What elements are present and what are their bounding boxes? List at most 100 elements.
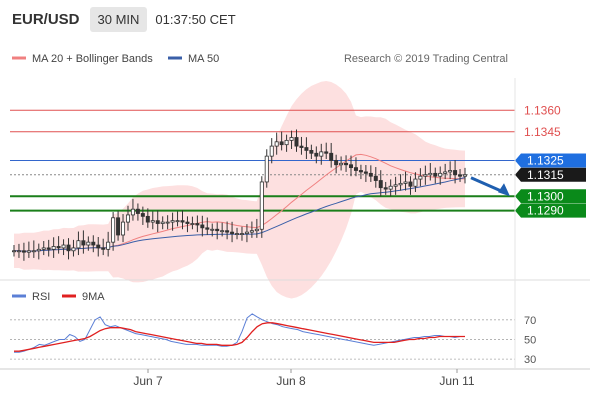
price-tag-support: [515, 189, 586, 204]
candle-body: [125, 214, 130, 223]
candle-body: [56, 246, 61, 249]
rsi-panel: 30 50 70: [10, 313, 536, 366]
candle-body: [150, 220, 155, 223]
candle-body: [408, 181, 413, 187]
candle-body: [111, 217, 116, 243]
candle-body: [334, 160, 339, 166]
candle-body: [66, 244, 71, 252]
candle-body: [86, 241, 91, 246]
candle-body: [116, 217, 121, 236]
credit-label: Research © 2019 Trading Central: [344, 53, 508, 65]
candle-body: [373, 175, 378, 181]
candle-body: [76, 240, 81, 249]
candle-body: [46, 247, 51, 250]
candle-body: [41, 247, 46, 250]
candle-body: [190, 223, 195, 225]
candle-body: [210, 228, 215, 231]
x-tick-label: Jun 7: [133, 374, 163, 388]
candle-body: [284, 139, 289, 146]
candle-body: [398, 182, 403, 186]
forecast-arrow-head: [498, 183, 510, 197]
candle-body: [165, 221, 170, 224]
candle-body: [289, 137, 294, 141]
candle-body: [353, 167, 358, 171]
title-bar: EUR/USD 30 MIN 01:37:50 CET: [0, 0, 590, 38]
price-tag-support: [515, 203, 586, 218]
price-label-last: 1.1315: [527, 168, 564, 182]
candle-body: [418, 175, 423, 180]
candle-body: [349, 164, 354, 169]
candle-body: [185, 221, 190, 224]
candle-body: [106, 241, 111, 250]
candle-body: [170, 220, 175, 223]
clock-label: 01:37:50 CET: [155, 11, 236, 27]
candle-body: [11, 250, 16, 253]
rsi-ma-line: [14, 322, 465, 352]
candle-body: [71, 247, 76, 252]
candle-body: [259, 181, 264, 230]
candle-body: [145, 215, 150, 223]
candle-body: [344, 162, 349, 166]
bollinger-legend-label: MA 20 + Bollinger Bands: [32, 53, 153, 65]
rsi-legend-label: RSI: [32, 291, 50, 303]
price-label-support: 1.1300: [527, 189, 564, 203]
candle-body: [294, 137, 299, 147]
chart-canvas[interactable]: MA 20 + Bollinger Bands MA 50 Research ©…: [0, 38, 590, 400]
candle-body: [16, 250, 21, 253]
ma50-line: [14, 177, 466, 252]
candle-body: [423, 174, 428, 177]
candle-body: [180, 220, 185, 223]
x-axis: Jun 7 Jun 8 Jun 11: [133, 78, 516, 388]
candle-body: [220, 230, 225, 233]
candle-body: [324, 151, 329, 154]
candle-body: [244, 231, 249, 234]
candle-body: [269, 145, 274, 157]
candle-body: [21, 250, 26, 253]
candle-body: [413, 178, 418, 187]
rsi-tick-label: 70: [524, 315, 536, 327]
candle-body: [91, 241, 96, 246]
candle-body: [453, 170, 458, 176]
candle-body: [175, 220, 180, 223]
candle-body: [230, 231, 235, 234]
candle-body: [378, 180, 383, 189]
rsi-tick-label: 30: [524, 354, 536, 366]
timeframe-selector[interactable]: 30 MIN: [89, 6, 148, 32]
candle-body: [26, 250, 31, 253]
price-tag-pivot: [515, 153, 586, 168]
candle-body: [235, 233, 240, 235]
candle-body: [101, 247, 106, 250]
ma50-legend-label: MA 50: [188, 53, 219, 65]
price-tag-last: [515, 167, 586, 182]
candle-body: [358, 170, 363, 173]
rsi-ma-legend-label: 9MA: [82, 291, 105, 303]
candle-body: [200, 224, 205, 229]
candle-body: [195, 223, 200, 226]
forecast-arrow-line: [470, 176, 505, 194]
candle-body: [403, 181, 408, 184]
candle-body: [130, 208, 135, 216]
symbol-label: EUR/USD: [12, 10, 80, 28]
candle-body: [458, 174, 463, 177]
candle-body: [249, 230, 254, 233]
candle-body: [309, 150, 314, 154]
candle-body: [205, 227, 210, 230]
x-tick-label: Jun 8: [276, 374, 306, 388]
candle-body: [31, 250, 36, 253]
candle-body: [329, 152, 334, 161]
candle-body: [299, 145, 304, 148]
rsi-tick-label: 50: [524, 334, 536, 346]
price-label-pivot: 1.1325: [527, 153, 564, 167]
candle-body: [225, 230, 230, 233]
candle-body: [388, 185, 393, 190]
price-label-resistance: 1.1360: [524, 103, 561, 117]
candle-body: [433, 172, 438, 177]
candle-body: [448, 170, 453, 173]
candle-body: [428, 172, 433, 176]
candle-body: [438, 172, 443, 177]
candle-body: [393, 184, 398, 187]
candle-body: [239, 233, 244, 235]
candle-body: [215, 228, 220, 232]
